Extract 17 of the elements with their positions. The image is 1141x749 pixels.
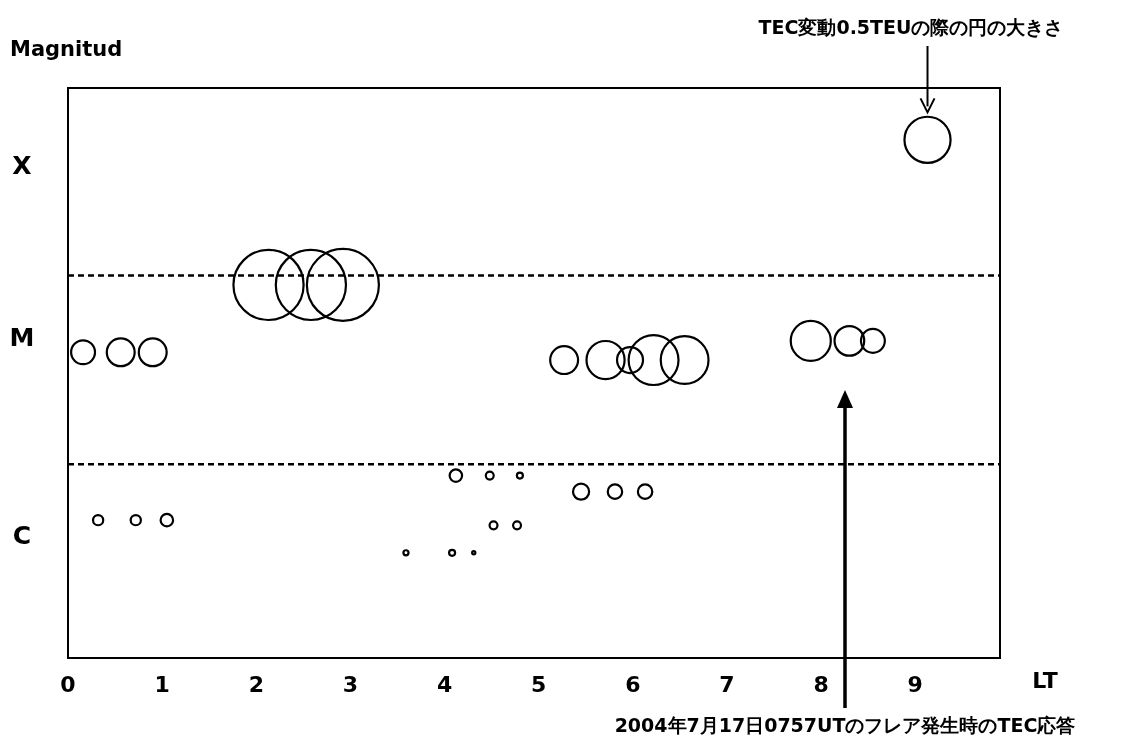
x-tick-label: 8 (813, 672, 829, 697)
x-tick-label: 3 (342, 672, 359, 697)
x-tick-label: 4 (436, 672, 453, 697)
text: C (12, 521, 32, 550)
x-tick-label: 9 (907, 672, 923, 697)
x-tick-label: 6 (625, 672, 641, 697)
x-tick-label: 7 (719, 672, 735, 697)
text: M (9, 323, 35, 352)
y-axis-title: Magnitud (10, 37, 123, 61)
text: X (12, 151, 32, 180)
annotation: TEC変動0.5TEUの際の円の大きさ (758, 16, 1064, 38)
x-tick-label: 0 (60, 672, 76, 697)
x-tick-label: 1 (154, 672, 170, 697)
text: 2004年7月17日0757UTのフレア発生時のTEC応答 (614, 714, 1076, 736)
x-tick-label: 5 (531, 672, 547, 697)
x-axis-title: LT (1032, 668, 1058, 693)
x-tick-label: 2 (248, 672, 264, 697)
